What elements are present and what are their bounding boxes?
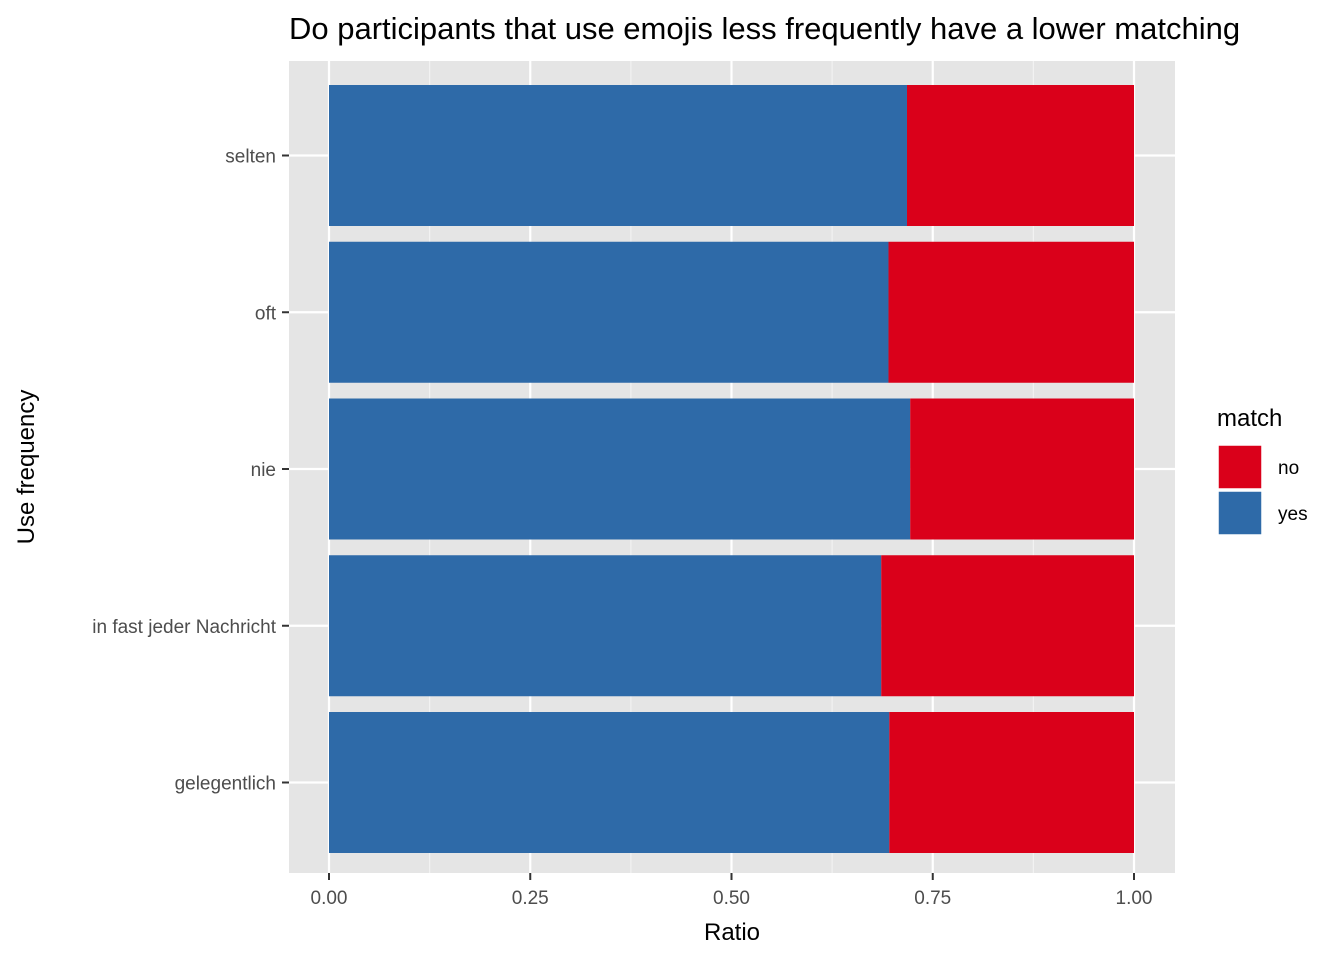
bar-yes-oft (329, 241, 889, 383)
legend: match no yes (1217, 405, 1308, 536)
bar-no-oft (888, 241, 1134, 383)
bar-yes-gelegentlich (329, 712, 890, 853)
bar-yes-selten (329, 85, 907, 226)
y-tick-label: in fast jeder Nachricht (92, 617, 276, 638)
legend-label-no: no (1278, 458, 1299, 479)
bar-no-gelegentlich (889, 712, 1134, 853)
x-tick-label: 0.25 (512, 888, 549, 909)
legend-label-yes: yes (1278, 504, 1308, 525)
x-tick-label: 0.00 (311, 888, 348, 909)
x-tick-label: 0.75 (914, 888, 951, 909)
y-tick-label: nie (251, 460, 276, 481)
chart-title: Do participants that use emojis less fre… (289, 11, 1240, 46)
bar-no-in-fast-jeder-nachricht (881, 555, 1134, 697)
legend-key-yes (1217, 490, 1263, 536)
legend-key-no (1217, 444, 1263, 490)
x-tick-label: 0.50 (713, 888, 750, 909)
y-tick-label: gelegentlich (175, 774, 276, 795)
x-axis-title: Ratio (704, 919, 760, 946)
bar-no-selten (906, 85, 1134, 226)
x-tick-label: 1.00 (1116, 888, 1153, 909)
bar-no-nie (910, 398, 1134, 540)
legend-title: match (1217, 405, 1282, 432)
bar-yes-nie (329, 398, 911, 540)
y-axis: gelegentlich in fast jeder Nachricht nie of… (92, 147, 289, 795)
y-tick-label: selten (225, 147, 276, 168)
bar-yes-in-fast-jeder-nachricht (329, 555, 882, 697)
x-axis: 0.00 0.25 0.50 0.75 1.00 (311, 873, 1153, 909)
y-tick-label: oft (255, 303, 277, 324)
y-axis-title: Use frequency (13, 390, 40, 545)
bars (329, 85, 1134, 853)
